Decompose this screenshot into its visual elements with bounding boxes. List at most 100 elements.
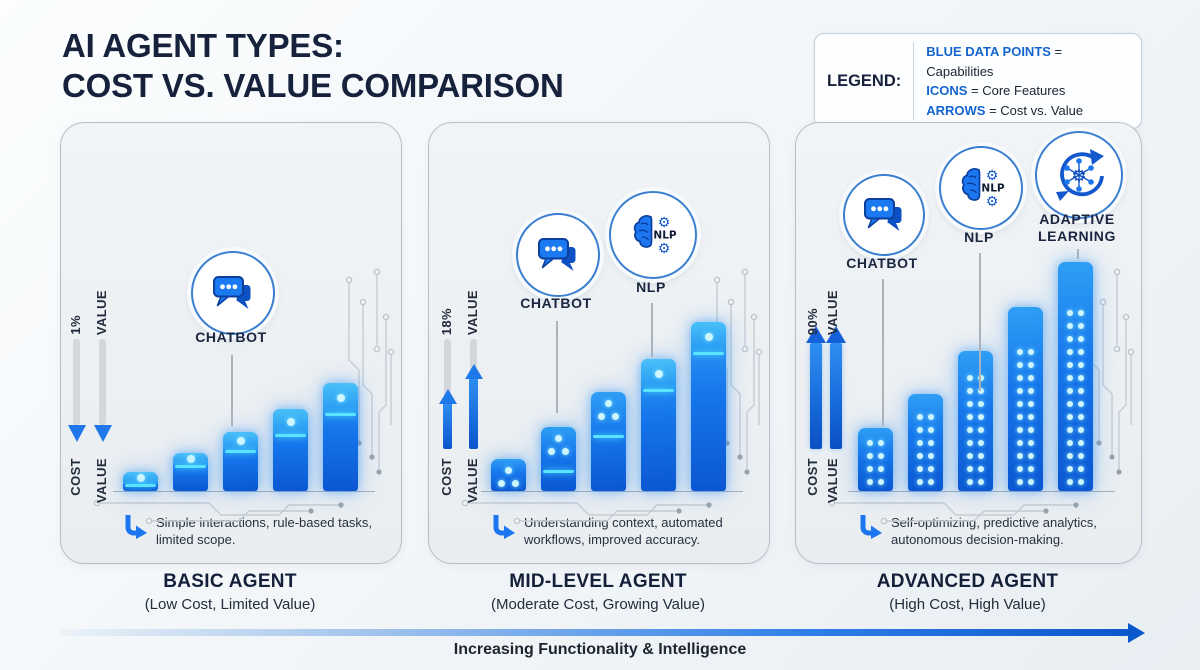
- capability-bar: [858, 428, 893, 491]
- chatbot-icon-label: CHATBOT: [846, 255, 918, 271]
- agent-name: MID-LEVEL AGENT: [509, 571, 687, 592]
- data-point-dot: [1067, 323, 1073, 329]
- data-point-dot: [1017, 375, 1023, 381]
- data-point-dot: [978, 479, 984, 485]
- data-point-dot: [1067, 388, 1073, 394]
- description-text: Self-optimizing, predictive analytics, a…: [891, 515, 1097, 548]
- cost-up-arrowhead-icon: [439, 389, 457, 404]
- data-point-dot: [1067, 453, 1073, 459]
- axis-top-value-label: VALUE: [94, 289, 109, 335]
- data-point-dot: [928, 440, 934, 446]
- data-point-dot: [1078, 401, 1084, 407]
- data-point-dot: [336, 394, 345, 402]
- data-point-dot: [1067, 427, 1073, 433]
- adaptive-icon-label: ADAPTIVE LEARNING: [1038, 211, 1116, 244]
- data-point-dot: [978, 414, 984, 420]
- value-up-arrow-icon: [469, 377, 478, 449]
- chart-baseline: [848, 490, 1115, 492]
- data-point-dot: [1017, 453, 1023, 459]
- data-point-dot: [1067, 349, 1073, 355]
- icon-connector-line: [651, 303, 653, 357]
- data-point-dot: [1028, 453, 1034, 459]
- data-point-dot: [967, 479, 973, 485]
- data-point-dot: [136, 474, 145, 482]
- capability-bar: [223, 432, 258, 491]
- svg-text:⚙: ⚙: [986, 168, 999, 184]
- capability-bar: [641, 359, 676, 491]
- data-point-dot: [928, 479, 934, 485]
- legend-box: LEGEND: BLUE DATA POINTS = Capabilities …: [814, 33, 1142, 129]
- data-point-dot: [928, 427, 934, 433]
- increasing-functionality-arrow: [60, 622, 1145, 643]
- corner-arrow-icon: [493, 515, 515, 539]
- data-point-dot: [978, 401, 984, 407]
- capability-bar: [691, 322, 726, 491]
- capability-bar: [323, 383, 358, 491]
- data-point-dot: [1028, 414, 1034, 420]
- agent-name: BASIC AGENT: [163, 571, 297, 592]
- page-title: AI AGENT TYPES: COST VS. VALUE COMPARISO…: [62, 26, 564, 107]
- advanced-agent-description: Self-optimizing, predictive analytics, a…: [858, 514, 1119, 549]
- icon-connector-line: [231, 355, 233, 426]
- data-point-dot: [1078, 323, 1084, 329]
- axis-cost-label: COST: [805, 458, 820, 496]
- data-point-dot: [1067, 375, 1073, 381]
- data-point-dot: [978, 375, 984, 381]
- corner-arrow-icon: [860, 515, 882, 539]
- data-point-dot: [967, 466, 973, 472]
- data-point-dot: [928, 414, 934, 420]
- data-point-dot: [236, 437, 245, 445]
- data-point-dot: [967, 375, 973, 381]
- legend-item: BLUE DATA POINTS = Capabilities: [926, 44, 1063, 79]
- data-point-dot: [654, 370, 663, 378]
- data-point-dot: [867, 440, 873, 446]
- mid-level-agent-description: Understanding context, automated workflo…: [491, 514, 747, 549]
- data-point-dot: [928, 466, 934, 472]
- data-point-dot: [1078, 466, 1084, 472]
- data-point-dot: [867, 466, 873, 472]
- data-point-dot: [1017, 466, 1023, 472]
- basic-agent-footer: BASIC AGENT (Low Cost, Limited Value): [60, 571, 400, 613]
- data-point-dot: [1017, 362, 1023, 368]
- nlp-icon: ⚙ ⚙ NLP: [609, 191, 697, 279]
- data-point-dot: [1028, 466, 1034, 472]
- circuit-decoration: [828, 499, 1079, 525]
- capability-bar: [123, 472, 158, 491]
- data-point-dot: [1017, 388, 1023, 394]
- data-point-dot: [917, 466, 923, 472]
- data-point-dot: [1028, 362, 1034, 368]
- mid-level-agent-footer: MID-LEVEL AGENT (Moderate Cost, Growing …: [428, 571, 768, 613]
- data-point-dot: [1078, 349, 1084, 355]
- data-point-dot: [1078, 479, 1084, 485]
- value-up-arrow-icon: [830, 343, 842, 449]
- axis-cost-label: COST: [439, 458, 454, 496]
- cost-up-arrow-icon: [443, 402, 452, 449]
- value-up-arrowhead-icon: [826, 326, 846, 343]
- page-title-line2: COST VS. VALUE COMPARISON: [62, 67, 564, 105]
- data-point-dot: [598, 413, 605, 420]
- capability-bar: [491, 459, 526, 491]
- chatbot-icon: [516, 213, 600, 297]
- legend-label: LEGEND:: [827, 71, 902, 90]
- data-point-dot: [1028, 440, 1034, 446]
- data-point-dot: [704, 333, 713, 341]
- data-point-dot: [978, 453, 984, 459]
- page-title-line1: AI AGENT TYPES:: [62, 27, 344, 64]
- agent-name: ADVANCED AGENT: [876, 571, 1059, 592]
- data-point-dot: [612, 413, 619, 420]
- data-point-dot: [1017, 479, 1023, 485]
- data-point-dot: [1067, 310, 1073, 316]
- data-point-dot: [1017, 414, 1023, 420]
- data-point-dot: [1017, 440, 1023, 446]
- capability-bar: [958, 351, 993, 491]
- data-point-dot: [1028, 388, 1034, 394]
- capability-bar: [908, 394, 943, 491]
- capability-bar: [1058, 262, 1093, 491]
- data-point-dot: [1078, 388, 1084, 394]
- data-point-dot: [1028, 427, 1034, 433]
- icon-connector-line: [979, 253, 981, 391]
- data-point-dot: [505, 467, 512, 474]
- advanced-agent-footer: ADVANCED AGENT (High Cost, High Value): [795, 571, 1140, 613]
- circuit-decoration: [461, 499, 712, 525]
